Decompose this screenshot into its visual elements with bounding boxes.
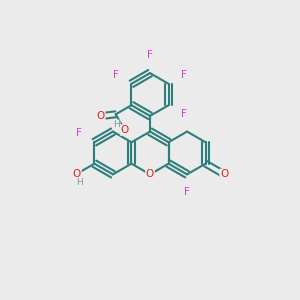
Text: H: H: [113, 120, 120, 129]
Text: F: F: [76, 128, 82, 138]
Text: F: F: [113, 70, 119, 80]
Text: F: F: [181, 109, 187, 119]
Text: O: O: [220, 169, 228, 179]
Text: F: F: [184, 187, 190, 197]
Text: O: O: [146, 169, 154, 179]
Text: O: O: [97, 111, 105, 121]
Text: O: O: [121, 125, 129, 135]
Text: H: H: [76, 178, 83, 187]
Text: F: F: [181, 70, 187, 80]
Text: F: F: [147, 50, 153, 60]
Text: O: O: [73, 169, 81, 179]
